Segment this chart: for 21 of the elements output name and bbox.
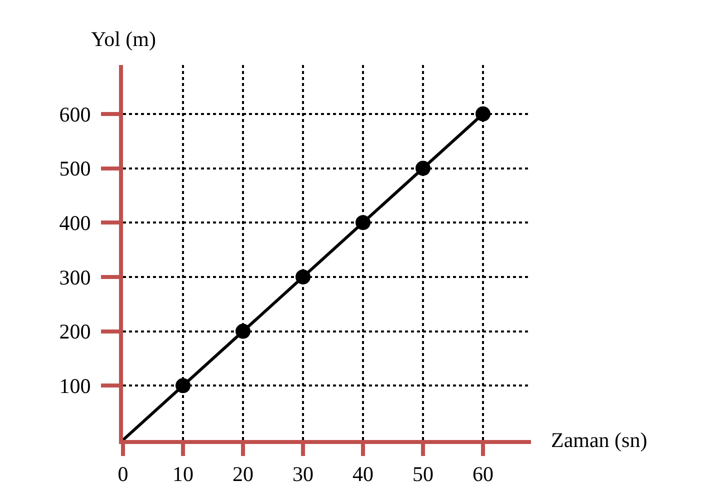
y-tick-label: 500 <box>59 156 91 181</box>
y-tick-label: 600 <box>59 102 91 126</box>
point <box>296 269 310 284</box>
x-tick-label: 0 <box>118 462 128 486</box>
point <box>416 160 430 176</box>
y-tick-label: 300 <box>59 265 91 290</box>
x-tick-label: 60 <box>472 462 494 486</box>
y-tick-label: 200 <box>59 320 91 344</box>
x-axis-title: Zaman (sn) <box>551 428 648 452</box>
x-tick-label: 10 <box>172 462 194 486</box>
x-tick-label: 20 <box>232 462 254 486</box>
point <box>356 215 370 230</box>
y-tick-label: 400 <box>59 210 91 235</box>
y-axis-title: Yol (m) <box>91 27 156 51</box>
y-tick-label: 100 <box>59 374 91 398</box>
x-tick-label: 30 <box>292 462 314 486</box>
x-tick-label: 40 <box>352 462 374 486</box>
x-tick-label: 50 <box>412 462 434 486</box>
point <box>176 378 190 394</box>
point <box>236 324 250 339</box>
point <box>476 106 490 122</box>
